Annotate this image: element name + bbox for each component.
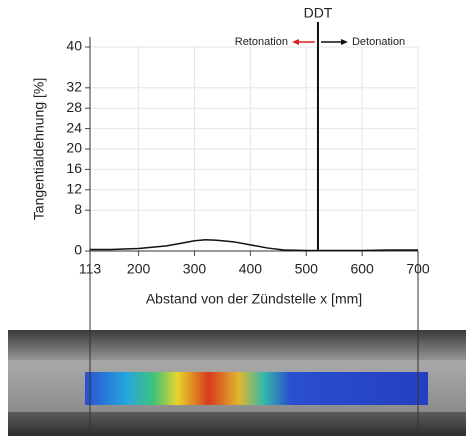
y-tick-label: 40	[66, 38, 82, 54]
retonation-label: Retonation	[235, 36, 288, 48]
x-tick-label: 200	[127, 261, 151, 277]
ddt-label: DDT	[304, 5, 333, 21]
line	[90, 239, 418, 252]
retonation-arrowhead	[291, 39, 299, 45]
photo	[8, 330, 466, 436]
x-tick-label: 500	[295, 261, 319, 277]
y-tick-label: 16	[66, 160, 82, 176]
y-tick-label: 24	[66, 119, 82, 135]
y-tick-label: 12	[66, 181, 82, 197]
detonation-arrowhead	[340, 39, 348, 45]
x-tick-label: 400	[239, 261, 263, 277]
y-tick-label: 0	[74, 242, 82, 258]
y-axis-label: Tangentialdehnung [%]	[31, 78, 47, 220]
x-tick-label: 300	[183, 261, 207, 277]
y-tick-label: 20	[66, 140, 82, 156]
y-tick-label: 8	[74, 201, 82, 217]
x-tick-label: 600	[350, 261, 374, 277]
y-tick-label: 28	[66, 99, 82, 115]
x-axis-label: Abstand von der Zündstelle x [mm]	[146, 291, 362, 307]
detonation-label: Detonation	[352, 36, 405, 48]
y-tick-label: 32	[66, 79, 82, 95]
